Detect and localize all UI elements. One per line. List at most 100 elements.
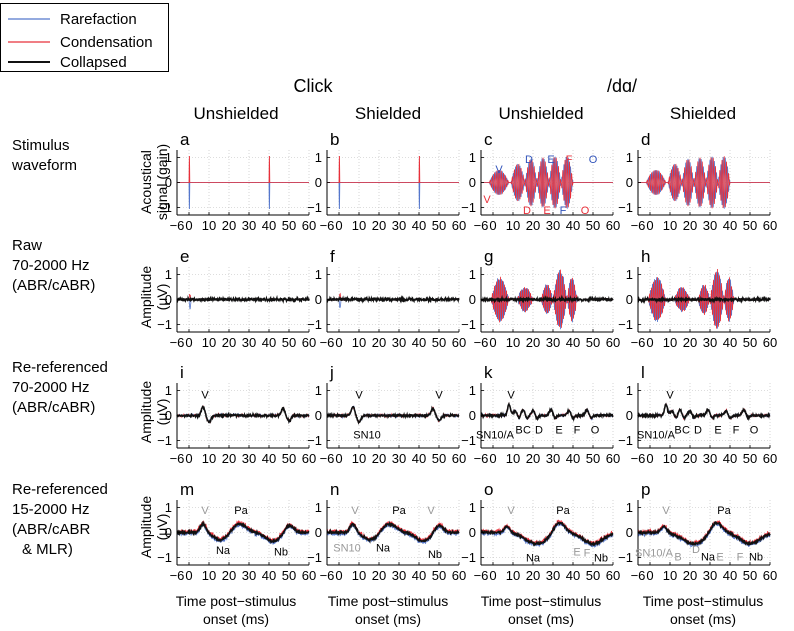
- peak-label: V: [483, 194, 491, 206]
- x-tick-label: 0: [646, 218, 653, 233]
- peak-label: F: [584, 548, 591, 560]
- x-tick-label: 40: [412, 335, 426, 350]
- peak-label: V: [351, 505, 359, 517]
- x-tick-label: 50: [282, 335, 296, 350]
- x-tick-label: 20: [222, 451, 236, 466]
- x-tick-label: 50: [432, 335, 446, 350]
- peak-label: E: [573, 546, 580, 558]
- row-label-line: Re-referenced: [12, 359, 108, 376]
- x-tick-label: 20: [683, 335, 697, 350]
- x-tick-label: 50: [743, 218, 757, 233]
- x-tick-label: −6: [631, 451, 646, 466]
- ylabel-line: Acoustical: [138, 150, 154, 214]
- panel-letter: f: [330, 247, 335, 266]
- x-tick-label: 0: [185, 451, 192, 466]
- legend-label-collapsed: Collapsed: [60, 54, 127, 71]
- panel-letter: b: [330, 130, 339, 149]
- peak-label: V: [355, 389, 363, 401]
- series-condensation-line: [327, 155, 459, 183]
- peak-label: SN10/A: [637, 429, 676, 441]
- ylabel-row-2: Amplitude (μV): [138, 266, 170, 328]
- x-tick-label: 40: [262, 335, 276, 350]
- group-header-da: /dɑ/: [607, 76, 637, 96]
- x-tick-label: −6: [170, 335, 185, 350]
- y-tick-label: −1: [157, 317, 172, 332]
- x-tick-label: 20: [526, 451, 540, 466]
- peak-label: E: [543, 205, 550, 217]
- x-tick-label: 10: [663, 218, 677, 233]
- peak-label: SN10: [353, 429, 381, 441]
- xlabel-line: onset (ms): [508, 611, 574, 627]
- y-tick-label: 1: [626, 500, 633, 515]
- xlabel-line: onset (ms): [670, 611, 736, 627]
- peak-label: D: [535, 424, 543, 436]
- x-tick-label: 40: [262, 568, 276, 583]
- y-tick-label: −1: [461, 200, 476, 215]
- y-tick-label: 0: [165, 408, 172, 423]
- x-tick-label: 20: [683, 451, 697, 466]
- y-tick-label: −1: [618, 200, 633, 215]
- ylabel-line: (μV): [154, 399, 170, 426]
- x-tick-label: −6: [474, 335, 489, 350]
- x-tick-label: 10: [352, 218, 366, 233]
- x-tick-label: 30: [392, 451, 406, 466]
- x-tick-label: 0: [335, 568, 342, 583]
- x-tick-label: 50: [282, 451, 296, 466]
- peak-label: V: [662, 505, 670, 517]
- y-tick-label: 0: [626, 408, 633, 423]
- x-tick-label: 50: [743, 451, 757, 466]
- peak-label: Nb: [749, 551, 763, 563]
- y-tick-label: −1: [307, 433, 322, 448]
- x-tick-label: 30: [392, 218, 406, 233]
- peak-label: O: [750, 424, 759, 436]
- x-tick-label: 20: [526, 218, 540, 233]
- xlabel-line: Time post−stimulus: [643, 593, 763, 609]
- y-tick-label: 1: [469, 500, 476, 515]
- series-collapsed-line: [176, 294, 310, 305]
- y-tick-label: 0: [469, 292, 476, 307]
- y-tick-label: 1: [165, 500, 172, 515]
- panel-letter: d: [641, 130, 650, 149]
- y-tick-label: −1: [618, 317, 633, 332]
- x-tick-label: 20: [526, 568, 540, 583]
- x-tick-label: 10: [202, 218, 216, 233]
- series-condensation-line: [177, 155, 309, 183]
- xlabel-line: Time post−stimulus: [481, 593, 601, 609]
- x-tick-label: 30: [392, 568, 406, 583]
- y-tick-label: −1: [618, 550, 633, 565]
- x-tick-label: 40: [723, 451, 737, 466]
- ylabel-line: signal (gain): [154, 144, 170, 220]
- x-tick-label: 60: [452, 335, 466, 350]
- x-tick-label: 30: [546, 335, 560, 350]
- xlabel-col-2: Time post−stimulus onset (ms): [328, 593, 448, 627]
- series-collapsed-line: [637, 402, 771, 422]
- x-tick-label: 40: [723, 335, 737, 350]
- ylabel-line: Amplitude: [138, 496, 154, 558]
- y-tick-label: 1: [469, 267, 476, 282]
- ylabel-line: (μV): [154, 284, 170, 311]
- xlabel-col-1: Time post−stimulus onset (ms): [176, 593, 296, 627]
- peak-label: Na: [376, 543, 391, 555]
- y-tick-label: 0: [315, 292, 322, 307]
- peak-label: E: [547, 154, 554, 166]
- x-tick-label: 0: [185, 568, 192, 583]
- legend-label-condensation: Condensation: [60, 34, 153, 51]
- y-tick-label: −1: [618, 433, 633, 448]
- y-tick-label: 1: [469, 383, 476, 398]
- x-tick-label: 0: [489, 451, 496, 466]
- peak-label: F: [566, 154, 573, 166]
- peak-label: V: [435, 389, 443, 401]
- x-tick-label: −6: [474, 218, 489, 233]
- panel-letter: i: [180, 363, 184, 382]
- x-tick-label: 60: [302, 451, 316, 466]
- x-tick-label: 40: [566, 568, 580, 583]
- x-tick-label: −6: [474, 568, 489, 583]
- series-collapsed-line: [480, 521, 614, 547]
- peak-label: O: [581, 205, 590, 217]
- series-collapsed-line: [637, 520, 771, 547]
- row-label-line: (ABR/cABR): [12, 399, 95, 416]
